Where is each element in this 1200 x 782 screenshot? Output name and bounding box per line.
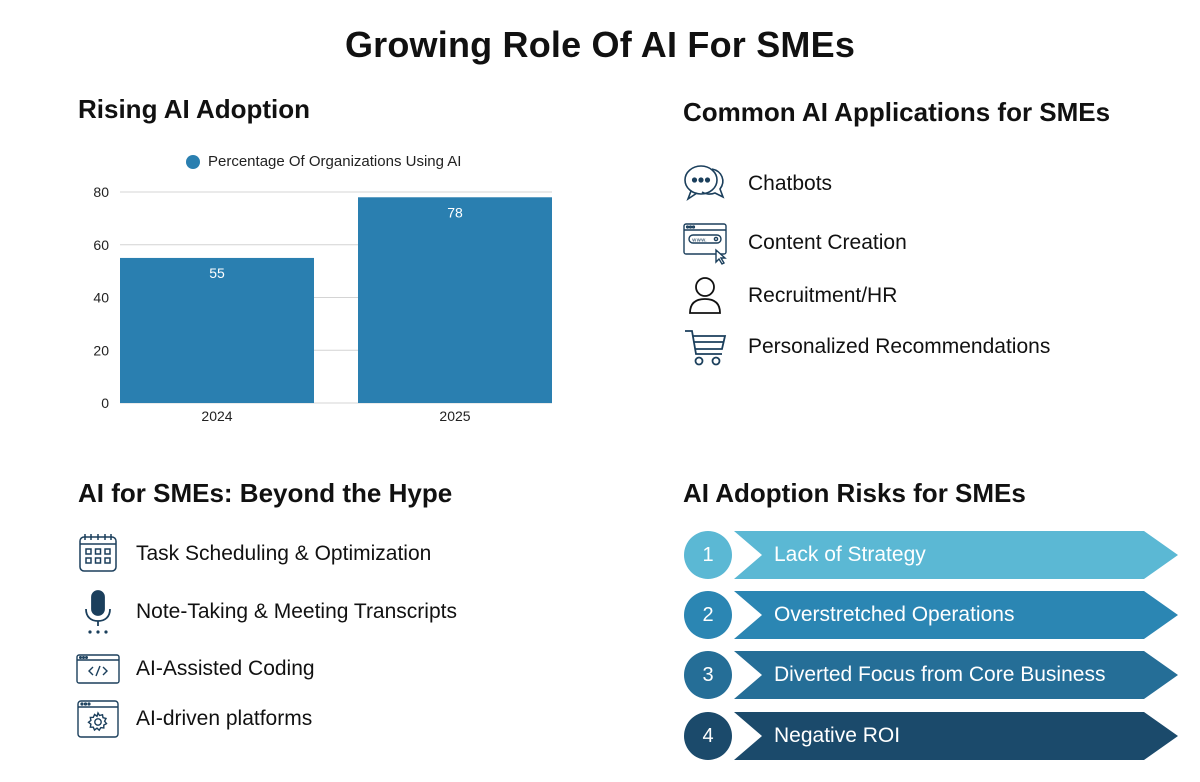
risk-label: Overstretched Operations	[774, 603, 1015, 626]
list-item: Personalized Recommendations	[682, 324, 1050, 370]
hype-item-label: AI-Assisted Coding	[136, 657, 315, 680]
risk-arrow-bar	[734, 651, 1178, 699]
application-label: Chatbots	[748, 172, 833, 195]
legend-swatch	[186, 154, 200, 169]
risk-item: 3 Diverted Focus from Core Business	[684, 651, 1178, 699]
risk-number-badge: 1	[684, 531, 732, 579]
risk-label: Lack of Strategy	[774, 543, 926, 566]
data-label: 55	[209, 265, 225, 281]
risk-label: Negative ROI	[774, 724, 901, 747]
chart-legend: Percentage Of Organizations Using AI	[186, 153, 461, 170]
risk-item: 1 Lack of Strategy	[684, 531, 1178, 579]
bar	[358, 197, 552, 403]
chat-bubbles-icon	[682, 161, 728, 207]
risk-number-badge: 2	[684, 591, 732, 639]
adoption-section-title: Rising AI Adoption	[78, 94, 311, 124]
risk-item: 4 Negative ROI	[684, 712, 1178, 760]
microphone-icon	[75, 589, 121, 635]
y-tick-label: 0	[101, 395, 109, 411]
x-tick-label: 2024	[201, 408, 232, 424]
risk-arrow-shape	[734, 531, 1178, 579]
list-item: Recruitment/HR	[682, 273, 897, 319]
application-label: Recruitment/HR	[748, 284, 898, 307]
applications-section-title: Common AI Applications for SMEs	[683, 97, 1111, 127]
list-item: AI-Assisted Coding	[75, 646, 315, 692]
code-window-icon	[75, 646, 121, 692]
risk-item: 2 Overstretched Operations	[684, 591, 1178, 639]
list-item: Note-Taking & Meeting Transcripts	[75, 589, 457, 635]
svg-text:www.: www.	[692, 238, 707, 244]
risk-arrow-shape	[734, 712, 1178, 760]
hype-item-label: Note-Taking & Meeting Transcripts	[136, 600, 457, 623]
legend-label: Percentage Of Organizations Using AI	[208, 153, 462, 170]
risk-arrow-bar	[734, 591, 1178, 639]
shopping-cart-icon	[682, 324, 728, 370]
list-item: Task Scheduling & Optimization	[75, 531, 431, 577]
adoption-bar-chart: 0 20 40 60 80 55 2024 78 2025	[93, 184, 552, 424]
risk-arrow-bar	[734, 712, 1178, 760]
risk-label: Diverted Focus from Core Business	[774, 663, 1106, 686]
risk-number-badge: 4	[684, 712, 732, 760]
y-tick-label: 60	[93, 237, 109, 253]
risk-arrow-shape	[734, 591, 1178, 639]
x-tick-label: 2025	[439, 408, 470, 424]
list-item: AI-driven platforms	[75, 696, 312, 742]
person-icon	[682, 273, 728, 319]
calendar-icon	[75, 531, 121, 577]
hype-item-label: Task Scheduling & Optimization	[136, 542, 432, 565]
y-tick-label: 80	[93, 184, 109, 200]
application-label: Content Creation	[748, 231, 907, 254]
risks-section-title: AI Adoption Risks for SMEs	[683, 478, 1026, 508]
bar	[120, 257, 314, 403]
list-item: Chatbots	[682, 161, 832, 207]
risk-number-badge: 3	[684, 651, 732, 699]
hype-section-title: AI for SMEs: Beyond the Hype	[78, 478, 453, 508]
risk-arrow-bar	[734, 531, 1178, 579]
list-item: www. Content Creation	[682, 220, 907, 266]
risk-arrow-shape	[734, 651, 1178, 699]
y-tick-label: 40	[93, 290, 109, 306]
y-tick-label: 20	[93, 342, 109, 358]
application-label: Personalized Recommendations	[748, 335, 1051, 358]
hype-item-label: AI-driven platforms	[136, 707, 313, 730]
browser-window-icon: www.	[682, 220, 728, 266]
settings-window-icon	[75, 696, 121, 742]
page-title: Growing Role Of AI For SMEs	[344, 24, 856, 65]
data-label: 78	[447, 204, 463, 220]
